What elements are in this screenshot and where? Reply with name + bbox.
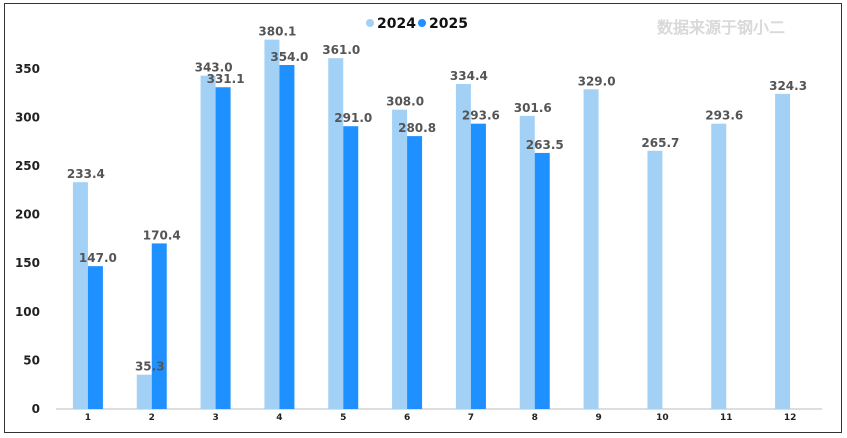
bar-2024	[583, 89, 599, 410]
data-label-2024: 329.0	[578, 74, 616, 88]
y-tick-label: 200	[15, 208, 40, 222]
data-label-2025: 170.4	[143, 228, 181, 242]
bar-2024	[72, 182, 88, 409]
bar-2025	[343, 126, 359, 409]
bar-2024	[647, 150, 663, 409]
bar-2025	[407, 136, 423, 409]
x-tick-label: 12	[784, 413, 797, 423]
data-label-2025: 147.0	[79, 251, 117, 265]
bar-2024	[455, 84, 471, 409]
bar-2024	[200, 75, 216, 409]
x-tick-label: 1	[85, 413, 91, 423]
bar-2025	[87, 266, 103, 409]
y-axis-ticks: 0 50 100 150 200 250 300 350	[15, 62, 40, 416]
bar-2025	[151, 243, 167, 409]
x-tick-label: 10	[656, 413, 669, 423]
bar-2024	[775, 93, 791, 409]
legend-marker	[418, 19, 426, 27]
legend: 2024 2025	[366, 16, 468, 32]
data-label-2024: 301.6	[514, 101, 552, 115]
data-label-2024: 308.0	[386, 95, 424, 109]
watermark-text: 数据来源于钢小二	[657, 18, 786, 37]
y-tick-label: 300	[15, 110, 40, 124]
legend-label: 2025	[429, 16, 468, 32]
x-tick-label: 2	[149, 413, 155, 423]
data-label-2025: 291.0	[334, 111, 372, 125]
x-tick-label: 4	[276, 413, 282, 423]
x-tick-label: 7	[468, 413, 474, 423]
legend-marker	[366, 19, 374, 27]
bar-2025	[470, 123, 486, 409]
bar-2024	[328, 58, 344, 409]
y-tick-label: 150	[15, 256, 40, 270]
data-label-2024: 265.7	[641, 136, 679, 150]
x-tick-label: 6	[404, 413, 410, 423]
data-label-2025: 354.0	[270, 50, 308, 64]
x-tick-label: 8	[532, 413, 538, 423]
data-label-2024: 361.0	[322, 43, 360, 57]
data-label-2024: 343.0	[195, 61, 233, 75]
bar-2024	[136, 374, 152, 409]
data-label-2025: 280.8	[398, 121, 436, 135]
data-label-2024: 233.4	[67, 167, 105, 181]
y-tick-label: 250	[15, 159, 40, 173]
bar-2024	[264, 39, 280, 410]
data-label-2024: 334.4	[450, 69, 488, 83]
chart-frame	[4, 3, 842, 433]
data-label-2025: 263.5	[526, 138, 564, 152]
legend-label: 2024	[377, 16, 416, 32]
data-label-2024: 35.3	[135, 360, 165, 374]
x-tick-label: 11	[720, 413, 733, 423]
x-tick-label: 3	[212, 413, 218, 423]
bar-2024	[711, 123, 727, 409]
data-label-2024: 293.6	[705, 109, 743, 123]
x-axis: 1 2 3 4 5 6 7 8 9 10 11 12	[56, 408, 822, 423]
bar-2024	[392, 109, 408, 409]
y-tick-label: 100	[15, 305, 40, 319]
bar-2025	[534, 152, 550, 409]
data-label-2024: 380.1	[258, 25, 296, 39]
data-label-2025: 331.1	[207, 72, 245, 86]
bars	[72, 39, 791, 410]
data-label-2024: 324.3	[769, 79, 807, 93]
y-tick-label: 350	[15, 62, 40, 76]
y-tick-label: 0	[32, 402, 40, 416]
x-tick-label: 9	[595, 413, 601, 423]
y-tick-label: 50	[23, 353, 40, 367]
bar-2024	[519, 115, 535, 409]
bar-2025	[215, 87, 231, 410]
data-label-2025: 293.6	[462, 109, 500, 123]
bar-2025	[279, 64, 295, 409]
x-tick-label: 5	[340, 413, 346, 423]
